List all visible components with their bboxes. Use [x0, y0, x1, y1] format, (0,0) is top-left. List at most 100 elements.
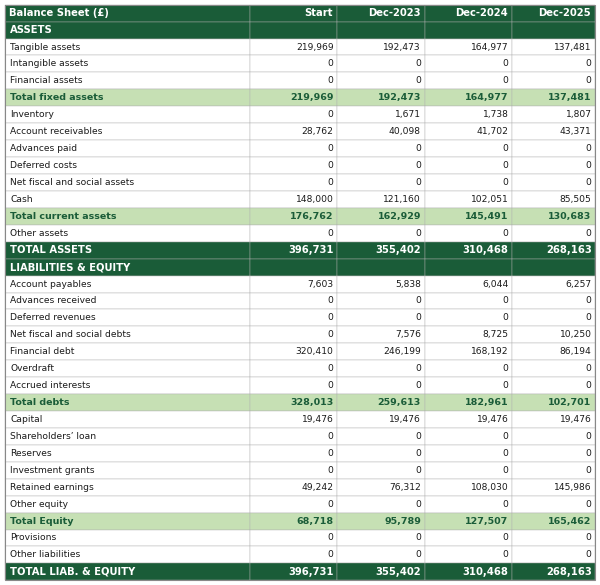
Text: Start: Start	[304, 8, 333, 18]
Text: 0: 0	[328, 178, 334, 187]
Text: 85,505: 85,505	[560, 195, 592, 204]
Bar	[512, 377, 595, 394]
Bar	[250, 22, 337, 39]
Text: 0: 0	[328, 229, 334, 238]
Bar	[425, 462, 512, 479]
Text: 10,250: 10,250	[560, 331, 592, 339]
Bar	[337, 56, 425, 73]
Bar	[5, 546, 250, 563]
Text: 0: 0	[328, 60, 334, 68]
Text: 1,738: 1,738	[482, 110, 508, 119]
Bar	[425, 56, 512, 73]
Text: 0: 0	[502, 449, 508, 458]
Bar	[425, 208, 512, 225]
Bar	[512, 259, 595, 276]
Bar	[250, 5, 337, 22]
Bar	[425, 394, 512, 411]
Text: Capital: Capital	[10, 415, 43, 424]
Bar	[337, 225, 425, 242]
Bar	[425, 343, 512, 360]
Bar	[5, 377, 250, 394]
Bar	[5, 462, 250, 479]
Bar	[250, 309, 337, 326]
Bar	[512, 191, 595, 208]
Bar	[337, 462, 425, 479]
Text: TOTAL LIAB. & EQUITY: TOTAL LIAB. & EQUITY	[10, 567, 136, 577]
Bar	[250, 563, 337, 580]
Text: 0: 0	[502, 60, 508, 68]
Bar	[512, 428, 595, 445]
Text: 0: 0	[586, 77, 592, 85]
Bar	[337, 563, 425, 580]
Bar	[250, 56, 337, 73]
Bar	[512, 445, 595, 462]
Text: 148,000: 148,000	[296, 195, 334, 204]
Text: Overdraft: Overdraft	[10, 364, 54, 373]
Text: 145,986: 145,986	[554, 483, 592, 492]
Bar	[250, 292, 337, 309]
Bar	[337, 512, 425, 529]
Bar	[250, 495, 337, 512]
Bar	[512, 225, 595, 242]
Bar	[250, 276, 337, 292]
Text: 0: 0	[328, 500, 334, 508]
Bar	[512, 394, 595, 411]
Text: 192,473: 192,473	[377, 93, 421, 102]
Bar	[337, 428, 425, 445]
Text: 0: 0	[415, 381, 421, 390]
Text: 0: 0	[586, 60, 592, 68]
Bar	[250, 512, 337, 529]
Bar	[5, 259, 250, 276]
Text: 0: 0	[586, 449, 592, 458]
Text: 0: 0	[586, 432, 592, 441]
Text: Financial debt: Financial debt	[10, 347, 74, 356]
Bar	[337, 140, 425, 157]
Text: 0: 0	[502, 466, 508, 475]
Text: 0: 0	[415, 229, 421, 238]
Text: 0: 0	[328, 161, 334, 170]
Bar	[337, 208, 425, 225]
Text: 40,098: 40,098	[389, 127, 421, 136]
Bar	[425, 292, 512, 309]
Text: 0: 0	[502, 178, 508, 187]
Bar	[250, 208, 337, 225]
Bar	[5, 22, 250, 39]
Bar	[337, 90, 425, 106]
Bar	[337, 394, 425, 411]
Text: 0: 0	[415, 432, 421, 441]
Text: 0: 0	[502, 381, 508, 390]
Bar	[425, 140, 512, 157]
Text: 8,725: 8,725	[482, 331, 508, 339]
Text: 0: 0	[415, 144, 421, 153]
Text: Dec-2025: Dec-2025	[538, 8, 591, 18]
Text: 320,410: 320,410	[296, 347, 334, 356]
Text: 0: 0	[586, 500, 592, 508]
Text: 165,462: 165,462	[548, 517, 592, 525]
Text: 0: 0	[328, 432, 334, 441]
Text: Inventory: Inventory	[10, 110, 54, 119]
Bar	[512, 106, 595, 123]
Bar	[425, 546, 512, 563]
Bar	[5, 123, 250, 140]
Bar	[512, 5, 595, 22]
Bar	[425, 377, 512, 394]
Text: 164,977: 164,977	[471, 43, 508, 51]
Text: LIABILITIES & EQUITY: LIABILITIES & EQUITY	[10, 262, 130, 272]
Bar	[250, 157, 337, 174]
Bar	[5, 411, 250, 428]
Bar	[337, 360, 425, 377]
Text: 0: 0	[328, 144, 334, 153]
Text: Net fiscal and social assets: Net fiscal and social assets	[10, 178, 134, 187]
Text: 0: 0	[328, 110, 334, 119]
Text: Retained earnings: Retained earnings	[10, 483, 94, 492]
Text: 0: 0	[415, 466, 421, 475]
Text: 0: 0	[586, 534, 592, 542]
Bar	[512, 174, 595, 191]
Bar	[337, 343, 425, 360]
Text: 108,030: 108,030	[470, 483, 508, 492]
Text: 0: 0	[415, 500, 421, 508]
Bar	[250, 462, 337, 479]
Bar	[5, 479, 250, 495]
Bar	[512, 512, 595, 529]
Bar	[5, 326, 250, 343]
